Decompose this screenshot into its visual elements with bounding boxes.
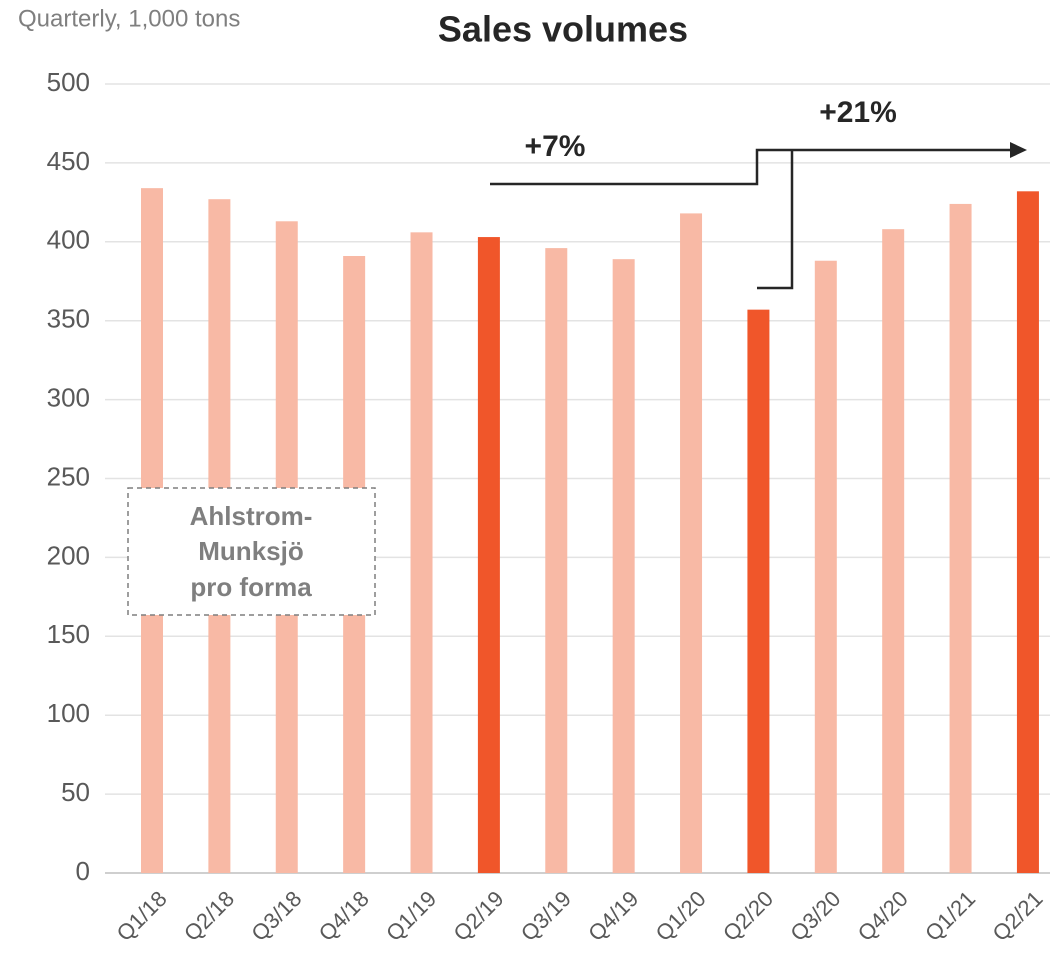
bar <box>882 229 905 873</box>
y-tick-label: 0 <box>76 856 90 886</box>
bar <box>477 237 500 874</box>
bar <box>612 259 635 874</box>
y-tick-label: 350 <box>47 304 90 334</box>
bar <box>545 248 568 873</box>
y-tick-label: 50 <box>61 777 90 807</box>
x-tick-label: Q3/18 <box>246 886 306 946</box>
x-tick-label: Q2/18 <box>179 886 239 946</box>
x-tick-label: Q1/21 <box>920 886 980 946</box>
x-tick-label: Q2/20 <box>718 886 778 946</box>
arrow-head <box>1010 142 1027 158</box>
y-tick-label: 200 <box>47 540 90 570</box>
arrow-line <box>490 148 1018 186</box>
annotation: +21% <box>819 96 897 129</box>
x-tick-label: Q4/20 <box>853 886 913 946</box>
y-tick-label: 450 <box>47 146 90 176</box>
x-tick-label: Q4/19 <box>583 886 643 946</box>
bar <box>680 213 703 873</box>
y-tick-label: 300 <box>47 382 90 412</box>
chart-title: Sales volumes <box>438 9 688 50</box>
x-tick-label: Q4/18 <box>314 886 374 946</box>
annotation: +7% <box>525 130 586 163</box>
y-tick-label: 150 <box>47 619 90 649</box>
note-text: pro forma <box>190 572 312 602</box>
x-tick-label: Q3/20 <box>785 886 845 946</box>
bar <box>410 232 433 873</box>
arrow-line <box>757 150 794 290</box>
x-tick-label: Q1/19 <box>381 886 441 946</box>
note-text: Ahlstrom- <box>190 501 313 531</box>
y-tick-label: 500 <box>47 67 90 97</box>
bar <box>1016 191 1039 873</box>
chart-subtitle: Quarterly, 1,000 tons <box>18 5 240 32</box>
bar <box>949 203 972 874</box>
y-tick-label: 250 <box>47 461 90 491</box>
note-text: Munksjö <box>198 536 303 566</box>
x-tick-label: Q2/19 <box>448 886 508 946</box>
bar <box>814 260 837 874</box>
x-tick-label: Q1/20 <box>651 886 711 946</box>
x-tick-label: Q2/21 <box>988 886 1048 946</box>
bar <box>747 309 770 873</box>
x-tick-label: Q1/18 <box>112 886 172 946</box>
grid <box>105 83 1050 874</box>
y-tick-label: 100 <box>47 698 90 728</box>
y-tick-label: 400 <box>47 225 90 255</box>
x-tick-label: Q3/19 <box>516 886 576 946</box>
note-box <box>127 487 376 616</box>
